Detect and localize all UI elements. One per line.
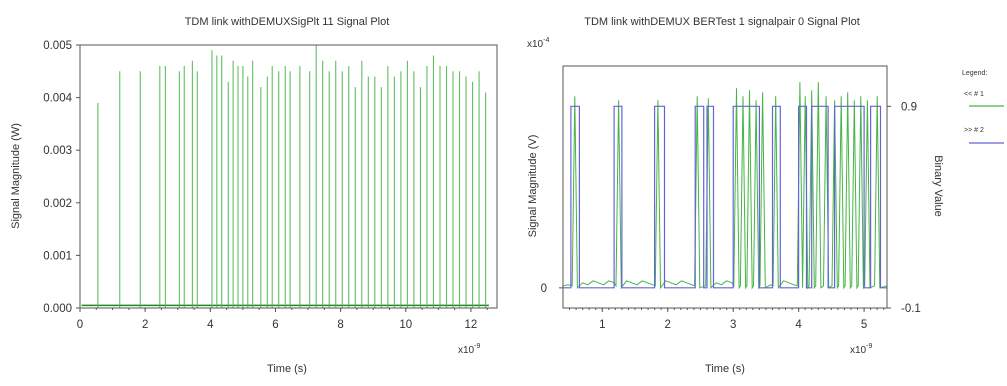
plot-1: TDM link withDEMUXSigPlt 11 Signal Plot …	[10, 16, 498, 375]
plot-1-x-tick-label: 12	[465, 319, 478, 331]
plot-1-series	[81, 45, 489, 308]
plot-2-x-tick-label: 1	[599, 319, 605, 331]
plot-1-x-tick-label: 0	[77, 319, 83, 331]
plot-2-x-axis-label: Time (s)	[705, 363, 745, 375]
plot-2-y-axis-label: Signal Magnitude (V)	[527, 135, 539, 238]
plot-2-y2-tick-label: 0.9	[901, 101, 917, 113]
legend-item-1-label: << # 1	[964, 91, 984, 98]
plot-1-y-tick-label: 0.001	[43, 250, 72, 262]
plot-1-frame	[79, 44, 498, 309]
plot-1-y-tick-label: 0.000	[43, 303, 72, 315]
plot-1-title: TDM link withDEMUXSigPlt 11 Signal Plot	[185, 16, 390, 28]
plot-1-x-exponent: x10-9	[458, 343, 480, 356]
legend-item-2-label: >> # 2	[964, 127, 984, 134]
plot-1-ticks: 0 2 4 6 8 10 12 0.000 0.001 0.002 0.003 0.004 0.005	[43, 40, 488, 331]
plot-2-y2-tick-label: -0.1	[901, 303, 921, 315]
plot-1-x-tick-label: 8	[337, 319, 343, 331]
plot-1-y-axis-label: Signal Magnitude (W)	[10, 123, 22, 229]
plot-1-y-tick-label: 0.005	[43, 40, 72, 52]
plot-2-series-2-line	[563, 105, 887, 289]
plot-2-x-tick-label: 2	[665, 319, 671, 331]
plot-1-x-axis-label: Time (s)	[267, 363, 307, 375]
plot-1-y-tick-label: 0.004	[43, 93, 72, 105]
plot-1-y-tick-label: 0.002	[43, 198, 72, 210]
plot-2: TDM link withDEMUX BERTest 1 signalpair …	[527, 16, 944, 375]
plot-2-y-tick-label: 0	[541, 283, 547, 295]
plot-1-x-tick-label: 4	[207, 319, 214, 331]
plot-2-x-tick-label: 4	[795, 319, 802, 331]
plot-2-y2-axis-label: Binary Value	[932, 155, 944, 217]
plot-1-x-tick-label: 10	[399, 319, 412, 331]
plot-2-series-1-line	[562, 82, 888, 290]
legend-title: Legend:	[962, 70, 987, 77]
legend: Legend: << # 1 >> # 2	[962, 70, 1004, 144]
plot-2-ticks: 1 2 3 4 5 0 0.9 -0.1	[541, 101, 921, 331]
plot-2-y-exponent: x10-4	[527, 37, 549, 50]
plot-2-series	[562, 82, 888, 290]
plot-2-frame	[562, 65, 888, 309]
plot-1-x-tick-label: 2	[142, 319, 148, 331]
plot-1-x-tick-label: 6	[272, 319, 278, 331]
plot-2-x-tick-label: 5	[861, 319, 867, 331]
plot-1-y-tick-label: 0.003	[43, 145, 72, 157]
plot-2-title: TDM link withDEMUX BERTest 1 signalpair …	[584, 16, 860, 28]
plot-2-x-exponent: x10-9	[850, 343, 872, 356]
plot-2-x-tick-label: 3	[730, 319, 736, 331]
